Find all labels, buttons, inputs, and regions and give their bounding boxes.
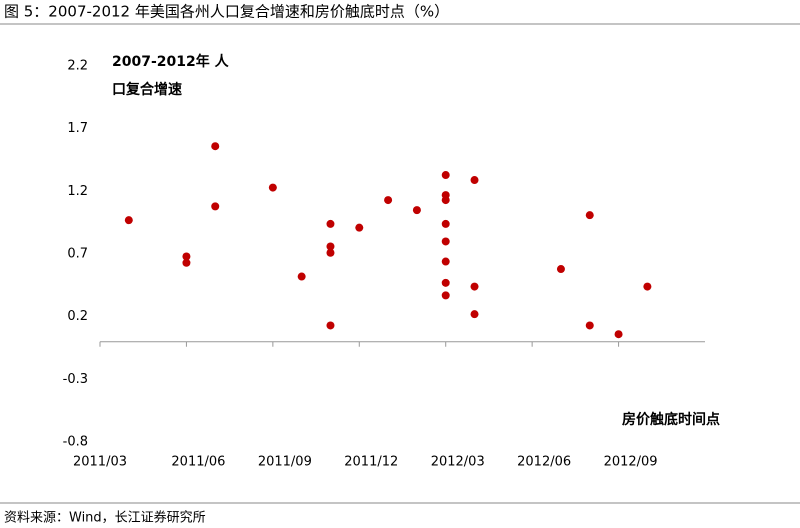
x-axis-label: 房价触底时间点 bbox=[622, 411, 720, 428]
y-axis-label: 2007-2012年 人 bbox=[112, 53, 230, 70]
point bbox=[211, 142, 220, 151]
x-tick-label: 2011/06 bbox=[171, 455, 225, 470]
y-tick-label: 1.7 bbox=[67, 121, 88, 136]
point bbox=[268, 183, 277, 192]
point bbox=[326, 248, 335, 257]
y-tick-label: 0.2 bbox=[67, 309, 88, 324]
point bbox=[585, 321, 594, 330]
point bbox=[384, 196, 393, 205]
source: 资料来源：Wind，长江证券研究所 bbox=[4, 510, 206, 526]
point bbox=[614, 330, 623, 339]
point bbox=[326, 321, 335, 330]
point bbox=[412, 206, 421, 215]
point bbox=[124, 216, 133, 225]
point bbox=[355, 223, 364, 232]
point bbox=[326, 219, 335, 228]
point bbox=[470, 176, 479, 185]
chart-title: 图 5：2007-2012 年美国各州人口复合增速和房价触底时点（%） bbox=[4, 3, 449, 21]
point bbox=[326, 242, 335, 251]
point bbox=[441, 196, 450, 205]
y-tick-label: -0.8 bbox=[63, 435, 88, 450]
y-tick-label: 1.2 bbox=[67, 184, 88, 199]
point bbox=[441, 291, 450, 300]
x-tick-label: 2011/09 bbox=[258, 455, 312, 470]
point bbox=[211, 202, 220, 211]
x-tick-label: 2012/09 bbox=[604, 455, 658, 470]
point bbox=[556, 265, 565, 274]
point bbox=[441, 278, 450, 287]
point bbox=[643, 282, 652, 291]
point bbox=[470, 310, 479, 319]
x-tick-label: 2012/06 bbox=[517, 455, 571, 470]
point bbox=[470, 282, 479, 291]
point bbox=[297, 272, 306, 281]
point bbox=[441, 219, 450, 228]
point bbox=[182, 258, 191, 267]
point bbox=[441, 237, 450, 246]
y-tick-label: -0.3 bbox=[63, 372, 88, 387]
y-tick-label: 2.2 bbox=[67, 59, 88, 74]
point bbox=[441, 257, 450, 266]
x-tick-label: 2011/03 bbox=[73, 455, 127, 470]
y-tick-label: 0.7 bbox=[67, 247, 88, 262]
point bbox=[441, 171, 450, 180]
y-axis-label: 口复合增速 bbox=[112, 81, 182, 98]
x-tick-label: 2012/03 bbox=[431, 455, 485, 470]
point bbox=[585, 211, 594, 220]
point bbox=[182, 252, 191, 261]
x-tick-label: 2011/12 bbox=[344, 455, 398, 470]
